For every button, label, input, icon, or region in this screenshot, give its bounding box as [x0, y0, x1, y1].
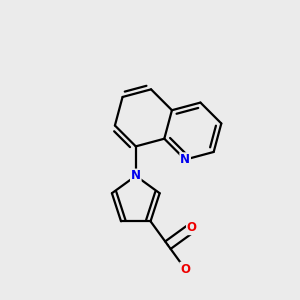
- Text: N: N: [180, 153, 190, 166]
- Text: O: O: [187, 221, 197, 234]
- Text: O: O: [180, 262, 190, 276]
- Text: N: N: [131, 169, 141, 182]
